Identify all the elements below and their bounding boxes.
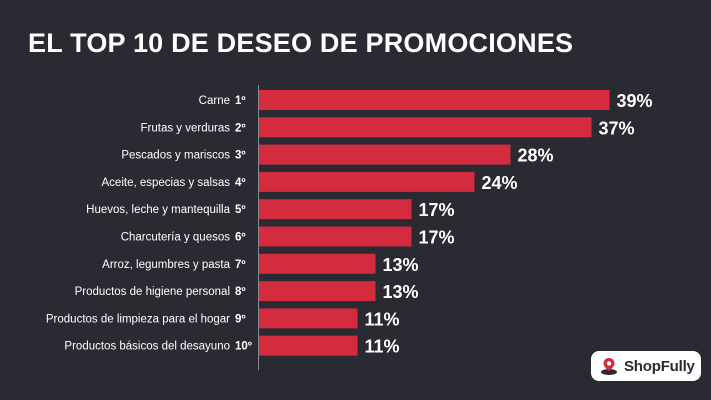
value-label: 37% [599,118,635,138]
value-label: 24% [482,173,518,193]
value-label: 13% [383,282,419,302]
rank-label: 6º [235,232,246,244]
rank-label: 8º [235,286,246,298]
bar [258,226,412,247]
category-label: Pescados y mariscos [121,150,230,162]
value-label: 28% [518,146,554,166]
value-label: 11% [365,309,400,329]
bar [258,144,511,165]
bar [258,281,376,302]
bar [258,308,358,329]
category-label: Aceite, especias y salsas [102,177,231,189]
category-label: Frutas y verduras [141,122,231,134]
category-label: Charcutería y quesos [121,232,231,244]
value-label: 17% [419,228,455,248]
shopfully-logo: ShopFully [591,351,701,381]
category-label: Arroz, legumbres y pasta [102,259,230,271]
brand-name: ShopFully [624,357,695,375]
bar [258,335,358,356]
bar [258,171,475,192]
rank-label: 10º [235,341,252,353]
rank-label: 1º [235,95,246,107]
rank-label: 5º [235,204,246,216]
category-label: Productos de limpieza para el hogar [46,313,230,325]
category-label: Huevos, leche y mantequilla [86,204,230,216]
bar [258,90,610,110]
rank-label: 7º [235,259,246,271]
chart-title: EL TOP 10 DE DESEO DE PROMOCIONES [28,28,574,58]
shopfully-pin-icon [601,358,617,375]
bar [258,253,376,274]
category-label: Productos de higiene personal [75,286,230,298]
rank-label: 9º [235,313,246,325]
category-label: Carne [199,95,230,107]
value-label: 13% [383,255,419,275]
value-label: 11% [365,337,400,357]
rank-label: 2º [235,122,246,134]
value-label: 39% [617,91,653,111]
value-label: 17% [419,200,455,220]
rank-label: 4º [235,177,246,189]
bar [258,117,592,138]
category-label: Productos básicos del desayuno [64,341,230,353]
bar [258,199,412,220]
rank-label: 3º [235,150,246,162]
